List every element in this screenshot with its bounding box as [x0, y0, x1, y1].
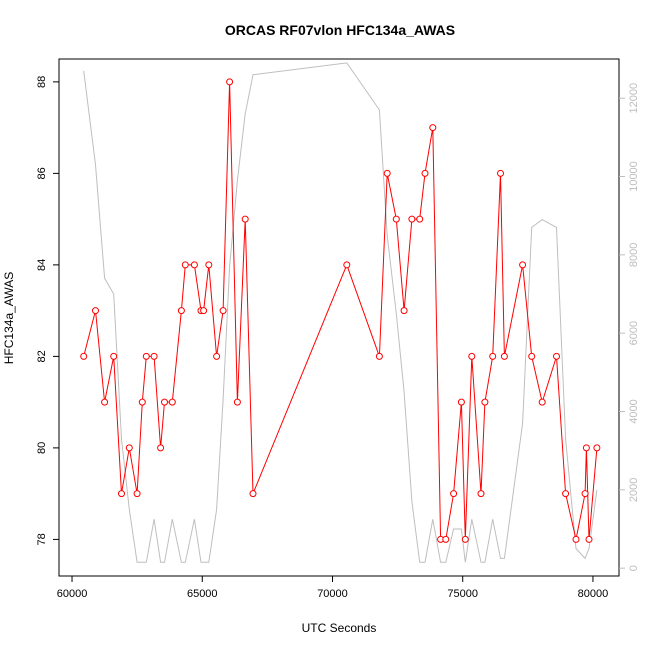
y2-tick-label: 4000 [628, 399, 640, 423]
y2-tick-label: 12000 [628, 83, 640, 114]
data-point [110, 352, 118, 360]
y2-tick-label: 10000 [628, 161, 640, 192]
data-point [219, 307, 227, 315]
data-point [133, 490, 141, 498]
data-point [226, 78, 234, 86]
data-point [161, 398, 168, 406]
data-point [457, 398, 465, 406]
y2-tick-label: 2000 [628, 478, 640, 502]
data-point [421, 169, 429, 177]
y2-tick-label: 6000 [628, 321, 640, 345]
data-point [538, 398, 546, 406]
y-axis-right: 0 2000 4000 6000 8000 10000 12000 [619, 83, 640, 571]
series-line-left [83, 81, 598, 540]
data-point [500, 352, 508, 360]
x-tick-label: 60000 [57, 588, 88, 600]
y-tick-label: 84 [36, 259, 48, 271]
data-point [375, 352, 383, 360]
data-point [416, 215, 424, 223]
data-point [80, 352, 88, 360]
data-point [528, 352, 536, 360]
data-point [142, 352, 150, 360]
data-point [138, 398, 146, 406]
data-point [581, 490, 589, 498]
y2-tick-label: 0 [628, 565, 640, 571]
y-axis-left: 78 80 82 84 86 88 [36, 76, 59, 546]
data-point [572, 535, 580, 543]
data-point [408, 215, 416, 223]
data-point [150, 352, 158, 360]
y-tick-label: 82 [36, 350, 48, 362]
data-point [497, 169, 504, 177]
data-point [383, 169, 391, 177]
plot-frame [58, 58, 620, 577]
data-point [343, 261, 351, 269]
data-point [125, 444, 133, 452]
data-point [400, 307, 408, 315]
x-tick-label: 80000 [578, 588, 609, 600]
y-tick-label: 86 [36, 167, 48, 179]
y-axis-label: HFC134a_AWAS [2, 272, 16, 364]
data-point [213, 352, 221, 360]
data-point [585, 535, 593, 543]
chart-title: ORCAS RF07vlon HFC134a_AWAS [225, 22, 455, 38]
data-point [190, 261, 198, 269]
x-tick-label: 65000 [187, 588, 218, 600]
data-point [468, 352, 476, 360]
data-point [562, 490, 570, 498]
data-point [92, 307, 99, 315]
data-point [157, 444, 165, 452]
data-point [118, 490, 125, 498]
data-point [392, 215, 400, 223]
data-point [181, 261, 189, 269]
data-point [582, 444, 590, 452]
data-point [519, 261, 527, 269]
y-tick-label: 78 [36, 533, 48, 545]
data-point [249, 490, 257, 498]
data-point [168, 398, 176, 406]
data-point [450, 490, 458, 498]
data-point [461, 535, 469, 543]
data-point [233, 398, 241, 406]
x-tick-label: 70000 [317, 588, 348, 600]
y2-tick-label: 8000 [628, 243, 640, 267]
data-point [241, 215, 249, 223]
data-point [200, 307, 208, 315]
x-tick-label: 75000 [447, 588, 478, 600]
x-axis: 60000 65000 70000 75000 80000 [57, 576, 609, 600]
y-tick-label: 80 [36, 442, 48, 454]
data-point [477, 490, 485, 498]
data-point [442, 535, 450, 543]
data-point [177, 307, 185, 315]
y-tick-label: 88 [36, 76, 48, 88]
data-point [429, 124, 437, 132]
data-point [489, 352, 497, 360]
series-layer [80, 62, 601, 563]
x-axis-label: UTC Seconds [302, 621, 377, 635]
data-point [481, 398, 489, 406]
data-point [593, 444, 601, 452]
data-point [205, 261, 213, 269]
data-point [101, 398, 109, 406]
series-line-right [83, 62, 598, 563]
data-point [553, 352, 560, 360]
